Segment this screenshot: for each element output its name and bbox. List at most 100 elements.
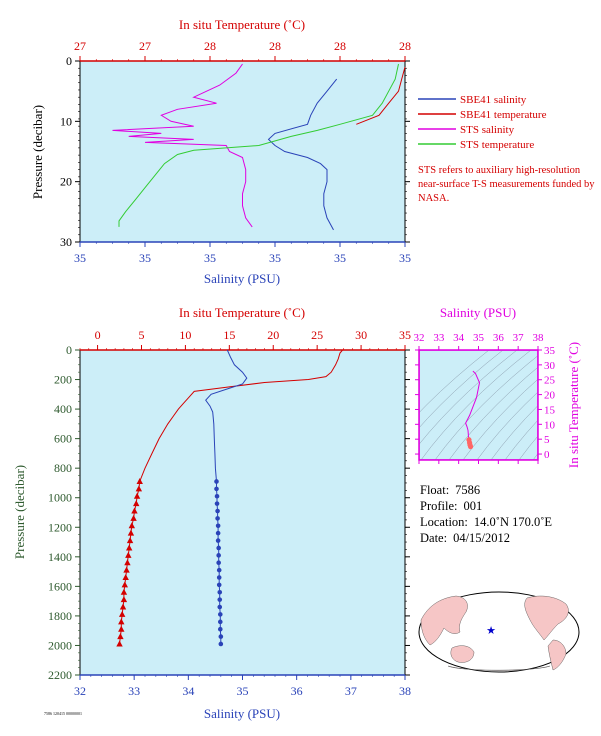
date-value: 04/15/2012 xyxy=(453,531,511,545)
lower-temp-marker xyxy=(126,537,134,544)
lower-series xyxy=(116,349,343,647)
ts-x-tick-label: 35 xyxy=(473,332,485,344)
lower-sal-marker xyxy=(216,582,222,588)
upper-bottom-tick-label: 35 xyxy=(139,251,151,265)
ts-y-axis-label: In situ Temperature (˚C) xyxy=(566,342,581,468)
upper-bottom-axis-label: Salinity (PSU) xyxy=(204,271,280,286)
ts-x-axis-label: Salinity (PSU) xyxy=(440,305,516,320)
lower-temp-marker xyxy=(118,610,126,617)
upper-series-line-3 xyxy=(118,63,399,227)
lower-sal-marker xyxy=(218,634,224,639)
ts-y-tick-label: 30 xyxy=(544,360,556,372)
ts-x-tick-label: 34 xyxy=(453,332,465,344)
map-land-north-america xyxy=(524,595,569,641)
lower-sal-marker xyxy=(217,604,223,610)
lower-sal-marker xyxy=(216,575,222,580)
lower-temp-marker xyxy=(119,603,127,610)
lower-bottom-axis-label: Salinity (PSU) xyxy=(204,706,280,721)
upper-bottom-tick-label: 35 xyxy=(74,251,86,265)
upper-top-tick-label: 28 xyxy=(204,39,216,53)
lower-temp-marker xyxy=(121,581,128,588)
ts-density-contour xyxy=(504,419,538,460)
lower-temp-marker xyxy=(118,625,125,632)
ts-density-contour xyxy=(419,350,490,414)
upper-series-line-0 xyxy=(267,78,338,231)
upper-bottom-tick-label: 35 xyxy=(399,251,411,265)
lower-temp-marker xyxy=(135,485,143,492)
lower-temp-marker xyxy=(118,618,125,625)
lower-top-tick-label: 30 xyxy=(355,328,367,342)
ts-density-contour xyxy=(518,435,538,460)
lower-temp-marker xyxy=(120,596,128,603)
lower-temp-marker xyxy=(125,551,132,558)
upper-y-tick-label: 20 xyxy=(60,175,72,189)
ts-y-tick-label: 10 xyxy=(544,419,556,431)
profile-row: Profile: 001 xyxy=(420,498,552,514)
lower-sal-marker xyxy=(214,479,219,484)
upper-y-axis-label: Pressure (decibar) xyxy=(30,105,45,199)
lower-y-tick-label: 600 xyxy=(54,432,72,446)
lower-sal-marker xyxy=(215,508,220,514)
lower-y-tick-label: 200 xyxy=(54,373,72,387)
lower-y-tick-label: 1600 xyxy=(48,579,72,593)
map-land-asia xyxy=(420,595,468,646)
float-info: Float: 7586 Profile: 001 Location: 14.0˚… xyxy=(420,482,552,546)
ts-density-contour xyxy=(419,350,518,445)
legend-label-2: STS salinity xyxy=(460,124,515,136)
legend: SBE41 salinity SBE41 temperature STS salin… xyxy=(418,94,547,151)
lower-y-tick-label: 2000 xyxy=(48,638,72,652)
lower-sal-marker xyxy=(216,553,221,558)
lower-sal-marker xyxy=(217,612,223,617)
lower-temp-marker xyxy=(133,492,141,499)
ts-density-contour xyxy=(490,405,538,460)
ts-deep-point xyxy=(467,444,474,450)
float-row: Float: 7586 xyxy=(420,482,552,498)
lower-y-tick-label: 1400 xyxy=(48,550,72,564)
lower-top-tick-label: 15 xyxy=(223,328,235,342)
date-label: Date: xyxy=(420,531,448,545)
lower-temp-marker xyxy=(124,559,131,566)
lower-panel: 0200400600800100012001400160018002000220… xyxy=(12,305,411,721)
lower-bottom-tick-label: 38 xyxy=(399,684,411,698)
lower-bottom-tick-label: 36 xyxy=(291,684,303,698)
lower-bottom-tick-label: 37 xyxy=(345,684,357,698)
lower-top-tick-label: 5 xyxy=(138,328,144,342)
lower-top-tick-label: 25 xyxy=(311,328,323,342)
upper-top-tick-label: 28 xyxy=(269,39,281,53)
upper-plot-area xyxy=(79,60,406,243)
upper-bottom-tick-label: 35 xyxy=(269,251,281,265)
sts-note: STS refers to auxiliary high-resolution … xyxy=(418,165,595,204)
map-land-south-america xyxy=(547,639,567,671)
ts-density-contour xyxy=(419,350,504,429)
profile-label: Profile: xyxy=(420,499,458,513)
upper-y-tick-label: 30 xyxy=(60,235,72,249)
lower-y-tick-label: 1800 xyxy=(48,609,72,623)
lower-bottom-tick-label: 35 xyxy=(237,684,249,698)
lower-sal-marker xyxy=(215,530,221,536)
ts-x-tick-label: 37 xyxy=(513,332,525,344)
upper-top-tick-label: 28 xyxy=(399,39,411,53)
lower-top-tick-label: 20 xyxy=(267,328,279,342)
lower-sal-marker xyxy=(217,597,223,602)
legend-label-0: SBE41 salinity xyxy=(460,94,527,106)
lower-top-axis-label: In situ Temperature (˚C) xyxy=(179,305,305,320)
lower-temp-marker xyxy=(133,500,140,507)
ts-density-contour xyxy=(434,355,538,460)
lower-temp-marker xyxy=(125,544,133,551)
ts-ticks: 32 33 34 35 36 37 38 0 5 10 15 20 25 30 35 xyxy=(414,332,556,464)
ts-x-tick-label: 38 xyxy=(533,332,545,344)
profile-value: 001 xyxy=(463,499,483,513)
upper-ticks: 0 10 20 30 27 27 28 28 28 28 35 35 35 35 35 35 xyxy=(60,39,411,265)
lower-y-tick-label: 1200 xyxy=(48,520,72,534)
lower-sal-marker xyxy=(216,560,221,566)
location-row: Location: 14.0˚N 170.0˚E xyxy=(420,514,552,530)
lower-sal-marker xyxy=(214,486,219,492)
lower-sal-marker xyxy=(215,538,221,543)
lower-sal-marker xyxy=(217,626,223,632)
ts-density-contour xyxy=(420,350,532,460)
lower-temp-marker xyxy=(123,566,130,573)
float-location-star-icon: ★ xyxy=(486,625,496,637)
lower-top-tick-label: 10 xyxy=(179,328,191,342)
ts-density-contour xyxy=(476,391,538,460)
